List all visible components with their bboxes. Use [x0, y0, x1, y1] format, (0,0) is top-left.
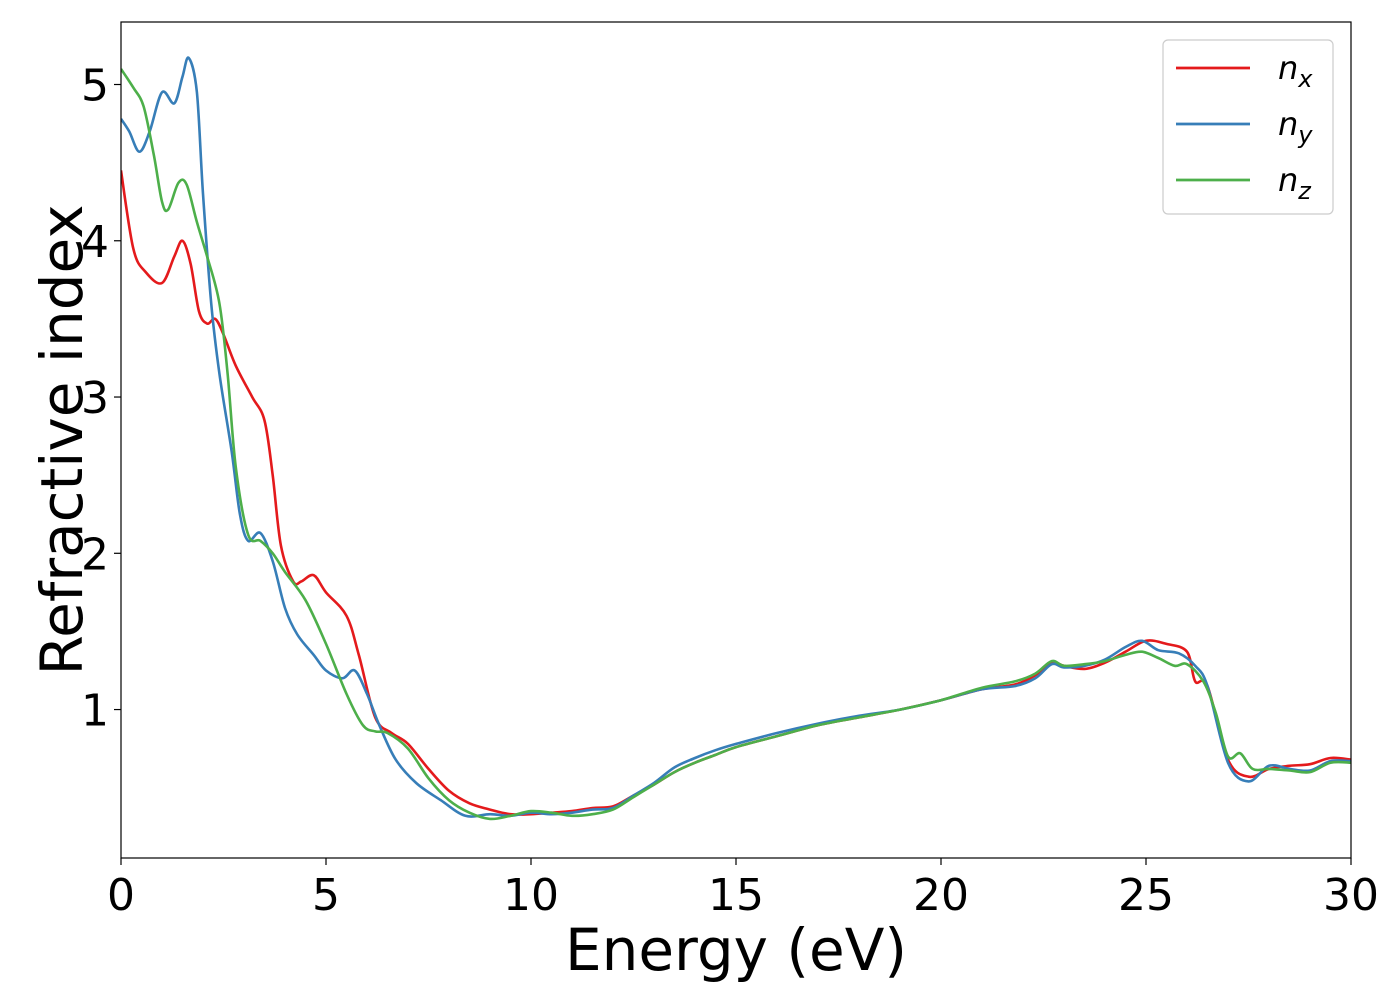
y-tick-label: 1 — [81, 686, 109, 737]
x-axis-ticks: 0 5 10 15 20 25 30 — [107, 858, 1379, 921]
series-line-y — [121, 56, 1351, 818]
y-tick-label: 5 — [81, 61, 109, 112]
x-axis-label: Energy (eV) — [565, 916, 907, 984]
y-axis-ticks: 1 2 3 4 5 — [81, 61, 121, 737]
x-tick-label: 15 — [708, 870, 764, 921]
y-axis-label: Refractive index — [28, 204, 96, 675]
x-tick-label: 25 — [1118, 870, 1174, 921]
series-line-x — [121, 170, 1351, 816]
series-layer — [121, 56, 1351, 821]
x-tick-label: 30 — [1323, 870, 1379, 921]
series-line-z — [121, 68, 1351, 821]
y-tick-label: 4 — [81, 217, 109, 268]
x-tick-label: 5 — [312, 870, 340, 921]
legend-label-z: nz — [1278, 161, 1312, 205]
x-tick-label: 20 — [913, 870, 969, 921]
y-tick-label: 3 — [81, 373, 109, 424]
y-tick-label: 2 — [81, 529, 109, 580]
legend-box — [1162, 39, 1334, 215]
x-tick-label: 10 — [503, 870, 559, 921]
x-tick-label: 0 — [107, 870, 135, 921]
